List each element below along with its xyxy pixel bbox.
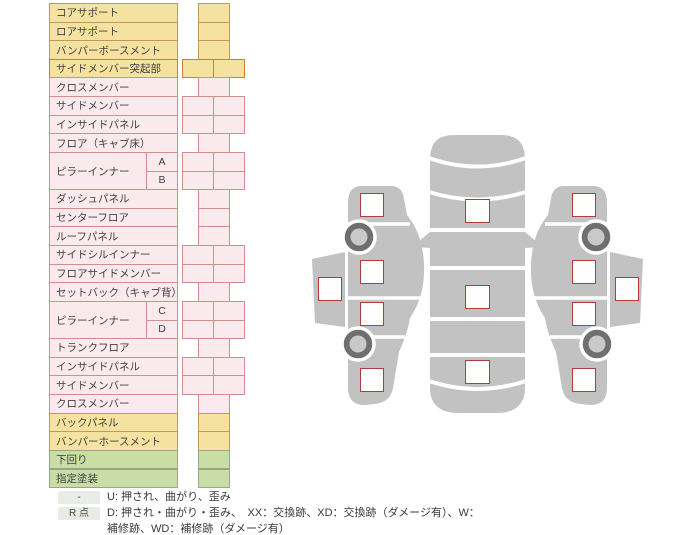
right-front-wheel-icon — [578, 219, 614, 255]
damage-cell[interactable] — [213, 300, 245, 321]
damage-cell[interactable] — [182, 263, 214, 284]
top-view-front-box[interactable] — [465, 199, 490, 223]
part-label: ロアサポート — [49, 21, 178, 42]
part-label: クロスメンバー — [49, 394, 178, 414]
damage-cell[interactable] — [213, 151, 245, 172]
damage-cell[interactable] — [182, 96, 214, 116]
left-sill-box[interactable] — [318, 277, 342, 301]
damage-cell[interactable] — [198, 431, 230, 451]
legend-text-u: U: 押され、曲がり、歪み — [107, 491, 231, 503]
part-label: サイドメンバー — [49, 96, 178, 116]
part-label: ピラーインナー — [49, 151, 147, 191]
damage-cell[interactable] — [213, 356, 245, 377]
part-label: ダッシュパネル — [49, 189, 178, 209]
left-rear-fender-box[interactable] — [360, 368, 384, 392]
damage-cell[interactable] — [198, 412, 230, 433]
damage-cell[interactable] — [182, 319, 214, 340]
damage-cell[interactable] — [198, 40, 230, 60]
part-label: バックパネル — [49, 412, 178, 433]
damage-cell[interactable] — [213, 114, 245, 135]
part-label: トランクフロア — [49, 338, 178, 358]
legend-badge-minus: - — [58, 491, 100, 504]
part-label: セットバック（キャブ背） — [49, 282, 178, 302]
legend-text-d: D: 押され・曲がり・歪み、 XX：交換跡、XD：交換跡（ダメージ有）、W：補修… — [107, 507, 480, 535]
part-label: センターフロア — [49, 207, 178, 228]
part-label: 下回り — [49, 449, 178, 470]
damage-cell[interactable] — [182, 151, 214, 172]
part-sublabel: D — [146, 319, 178, 340]
damage-cell[interactable] — [213, 319, 245, 340]
part-label: コアサポート — [49, 3, 178, 23]
part-sublabel: C — [146, 300, 178, 321]
part-label: クロスメンバー — [49, 77, 178, 98]
damage-cell[interactable] — [213, 58, 245, 79]
damage-cell[interactable] — [198, 468, 230, 489]
damage-cell[interactable] — [182, 375, 214, 395]
damage-cell[interactable] — [182, 58, 214, 79]
right-rear-fender-box[interactable] — [572, 368, 596, 392]
car-top-body-shape — [430, 135, 525, 413]
left-front-fender-box[interactable] — [360, 193, 384, 217]
left-front-door-box[interactable] — [360, 260, 384, 284]
damage-cell[interactable] — [213, 170, 245, 191]
part-sublabel: B — [146, 170, 178, 191]
damage-cell[interactable] — [198, 394, 230, 414]
part-label: フロア（キャブ床） — [49, 133, 178, 153]
part-label: サイドメンバー — [49, 375, 178, 395]
legend-badge-rten: R 点 — [58, 507, 100, 520]
left-front-wheel-icon — [341, 219, 377, 255]
part-sublabel: A — [146, 151, 178, 172]
part-label: バンパーホースメント — [49, 431, 178, 451]
damage-cell[interactable] — [198, 449, 230, 470]
damage-cell[interactable] — [182, 170, 214, 191]
part-label: 指定塗装 — [49, 468, 178, 489]
part-label: サイドメンバー突起部 — [49, 58, 178, 79]
right-rear-wheel-icon — [579, 326, 615, 362]
damage-cell[interactable] — [182, 245, 214, 265]
damage-cell[interactable] — [182, 300, 214, 321]
damage-cell[interactable] — [213, 263, 245, 284]
damage-cell[interactable] — [198, 282, 230, 302]
part-label: サイドシルインナー — [49, 245, 178, 265]
part-label: ピラーインナー — [49, 300, 147, 340]
damage-cell[interactable] — [198, 133, 230, 153]
part-label: フロアサイドメンバー — [49, 263, 178, 284]
damage-cell[interactable] — [198, 338, 230, 358]
car-left-side-view — [312, 186, 425, 405]
damage-cell[interactable] — [198, 207, 230, 228]
damage-cell[interactable] — [198, 77, 230, 98]
right-front-fender-box[interactable] — [572, 193, 596, 217]
car-top-view — [412, 135, 543, 413]
damage-cell[interactable] — [182, 114, 214, 135]
part-label: ルーフパネル — [49, 226, 178, 247]
part-label: インサイドパネル — [49, 114, 178, 135]
top-view-rear-box[interactable] — [465, 360, 490, 384]
damage-cell[interactable] — [198, 226, 230, 247]
left-rear-wheel-icon — [340, 326, 376, 362]
top-view-center-box[interactable] — [465, 285, 490, 309]
damage-cell[interactable] — [182, 356, 214, 377]
right-sill-box[interactable] — [615, 277, 639, 301]
damage-cell[interactable] — [213, 245, 245, 265]
right-rear-door-box[interactable] — [572, 302, 596, 326]
damage-cell[interactable] — [198, 3, 230, 23]
damage-cell[interactable] — [213, 375, 245, 395]
right-front-door-box[interactable] — [572, 260, 596, 284]
damage-cell[interactable] — [213, 96, 245, 116]
vehicle-diagram — [312, 135, 643, 413]
part-label: インサイドパネル — [49, 356, 178, 377]
damage-cell[interactable] — [198, 189, 230, 209]
left-rear-door-box[interactable] — [360, 302, 384, 326]
part-label: バンパーボースメント — [49, 40, 178, 60]
damage-cell[interactable] — [198, 21, 230, 42]
